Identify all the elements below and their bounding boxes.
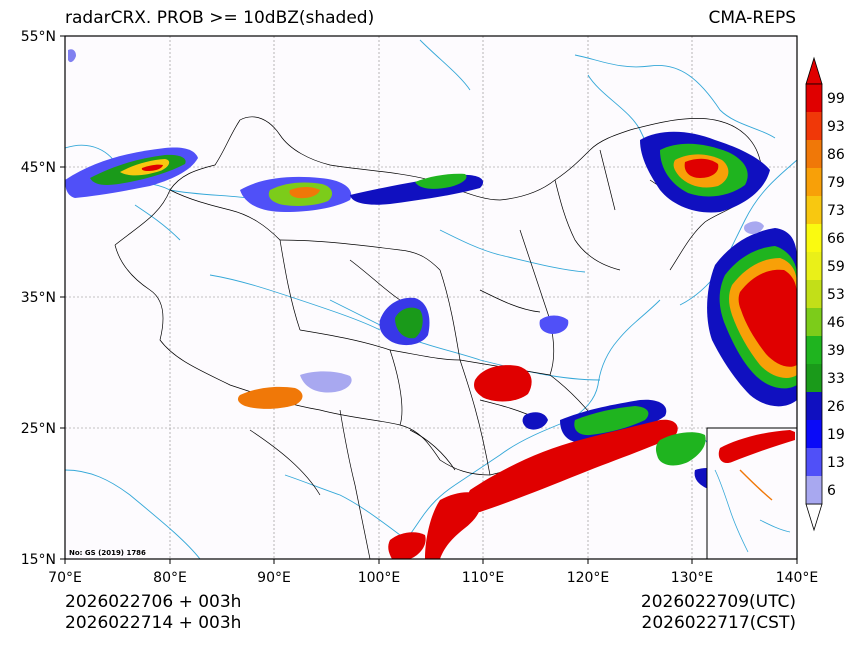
valid-time-utc: 2026022709(UTC) xyxy=(640,592,796,612)
inset-map-content xyxy=(714,430,795,553)
map-approval-note: No: GS (2019) 1786 xyxy=(69,549,146,557)
colorbar-label: 19 xyxy=(827,427,845,443)
lon-label: 70°E xyxy=(48,570,82,586)
colorbar-segment xyxy=(806,420,822,448)
colorbar-label: 6 xyxy=(827,483,836,499)
lon-label: 100°E xyxy=(358,570,401,586)
lon-label: 90°E xyxy=(257,570,291,586)
colorbar-extend-min xyxy=(805,503,823,532)
colorbar-segment xyxy=(806,224,822,252)
lon-label: 130°E xyxy=(671,570,714,586)
colorbar-label: 53 xyxy=(827,287,845,303)
colorbar-frame xyxy=(805,83,823,505)
init-time-utc: 2026022706 + 003h xyxy=(65,592,242,612)
lon-label: 110°E xyxy=(462,570,505,586)
colorbar-segment xyxy=(806,476,822,504)
colorbar-label: 73 xyxy=(827,203,845,219)
colorbar-label: 79 xyxy=(827,175,845,191)
colorbar-extend-max xyxy=(805,56,823,85)
init-time-cst: 2026022714 + 003h xyxy=(65,613,242,633)
probability-shading xyxy=(65,49,797,559)
colorbar-segment xyxy=(806,252,822,280)
lat-label: 25°N xyxy=(21,421,56,437)
lon-label: 140°E xyxy=(776,570,819,586)
longitude-axis: 70°E 80°E 90°E 100°E 110°E 120°E 130°E 1… xyxy=(48,559,818,586)
colorbar-label: 33 xyxy=(827,371,845,387)
lat-label: 45°N xyxy=(21,160,56,176)
init-time: 2026022706 + 003h 2026022714 + 003h xyxy=(65,592,241,634)
colorbar-label: 26 xyxy=(827,399,845,415)
lat-label: 35°N xyxy=(21,290,56,306)
lat-label: 55°N xyxy=(21,29,56,45)
colorbar-segment xyxy=(806,112,822,140)
colorbar-segment xyxy=(806,196,822,224)
colorbar-segment xyxy=(806,336,822,364)
valid-time: 2026022709(UTC) 2026022717(CST) xyxy=(641,592,796,634)
colorbar: 6 13 19 26 33 39 46 53 59 66 73 79 86 93 99 xyxy=(805,56,845,532)
colorbar-segment xyxy=(806,168,822,196)
colorbar-segment xyxy=(806,392,822,420)
colorbar-segment xyxy=(806,448,822,476)
colorbar-segment xyxy=(806,140,822,168)
colorbar-label: 46 xyxy=(827,315,845,331)
valid-time-cst: 2026022717(CST) xyxy=(641,613,796,633)
colorbar-segment xyxy=(806,364,822,392)
colorbar-label: 39 xyxy=(827,343,845,359)
map-background xyxy=(65,36,797,559)
colorbar-label: 86 xyxy=(827,147,845,163)
colorbar-segment xyxy=(806,308,822,336)
colorbar-label: 59 xyxy=(827,259,845,275)
colorbar-label: 99 xyxy=(827,91,845,107)
map-title: radarCRX. PROB >= 10dBZ(shaded) xyxy=(65,8,375,28)
latitude-axis: 55°N 45°N 35°N 25°N 15°N xyxy=(21,29,65,568)
colorbar-label: 13 xyxy=(827,455,845,471)
lat-label: 15°N xyxy=(21,552,56,568)
colorbar-segment xyxy=(806,280,822,308)
model-name: CMA-REPS xyxy=(708,8,796,28)
colorbar-segment xyxy=(806,84,822,112)
colorbar-label: 93 xyxy=(827,119,845,135)
colorbar-label: 66 xyxy=(827,231,845,247)
lon-label: 120°E xyxy=(567,570,610,586)
lon-label: 80°E xyxy=(153,570,187,586)
